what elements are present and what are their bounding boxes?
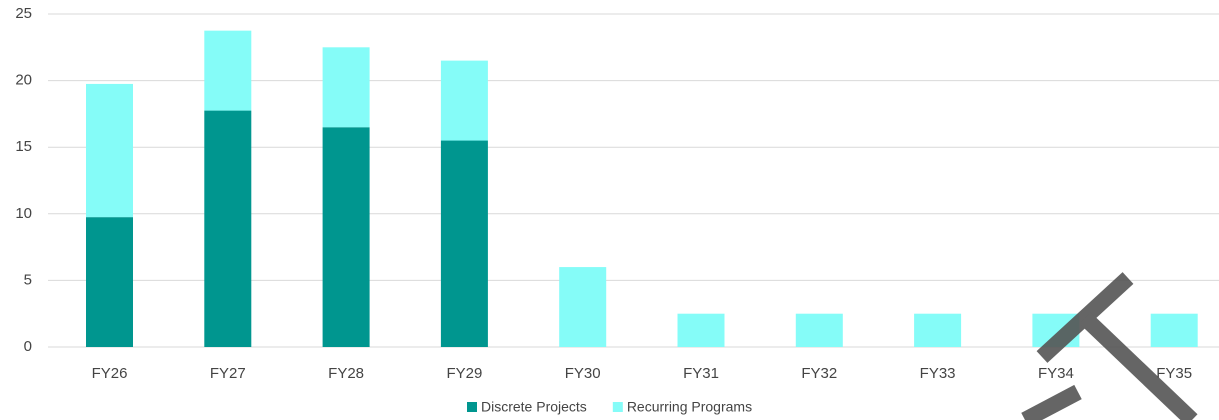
- y-tick-label: 20: [15, 72, 32, 89]
- bar-segment: [204, 110, 252, 347]
- bar-segment: [1150, 313, 1198, 347]
- bar-segment: [86, 217, 133, 347]
- bar-segment: [440, 140, 488, 347]
- legend-label: Discrete Projects: [481, 399, 587, 415]
- annotation-stroke: [1079, 312, 1198, 420]
- legend-swatch: [612, 402, 623, 412]
- y-tick-label: 5: [24, 271, 32, 288]
- x-tick-label: FY30: [565, 365, 601, 382]
- y-tick-label: 25: [15, 5, 32, 22]
- bar-segment: [795, 313, 843, 347]
- bar-segment: [86, 83, 133, 218]
- annotation-stroke: [1036, 272, 1134, 363]
- y-tick-label: 15: [15, 138, 32, 155]
- x-tick-label: FY33: [920, 365, 956, 382]
- y-tick-label: 10: [15, 205, 32, 222]
- legend-swatch: [467, 402, 477, 412]
- x-tick-label: FY31: [683, 365, 719, 382]
- annotation-strokes: [1021, 272, 1198, 420]
- bar-segment: [322, 47, 370, 128]
- bar-segment: [322, 127, 370, 347]
- bar-segment: [559, 267, 607, 347]
- y-tick-label: 0: [24, 338, 32, 355]
- x-tick-label: FY35: [1156, 365, 1192, 382]
- bar-segment: [440, 60, 488, 141]
- bar-segment: [204, 30, 252, 111]
- x-tick-label: FY29: [446, 365, 482, 382]
- annotation-stroke: [1021, 384, 1082, 420]
- x-tick-label: FY26: [92, 365, 128, 382]
- x-tick-label: FY34: [1038, 365, 1074, 382]
- x-tick-label: FY27: [210, 365, 246, 382]
- bar-segment: [914, 313, 962, 347]
- x-tick-label: FY28: [328, 365, 364, 382]
- x-tick-label: FY32: [801, 365, 837, 382]
- legend-label: Recurring Programs: [627, 399, 752, 415]
- bar-segment: [677, 313, 725, 347]
